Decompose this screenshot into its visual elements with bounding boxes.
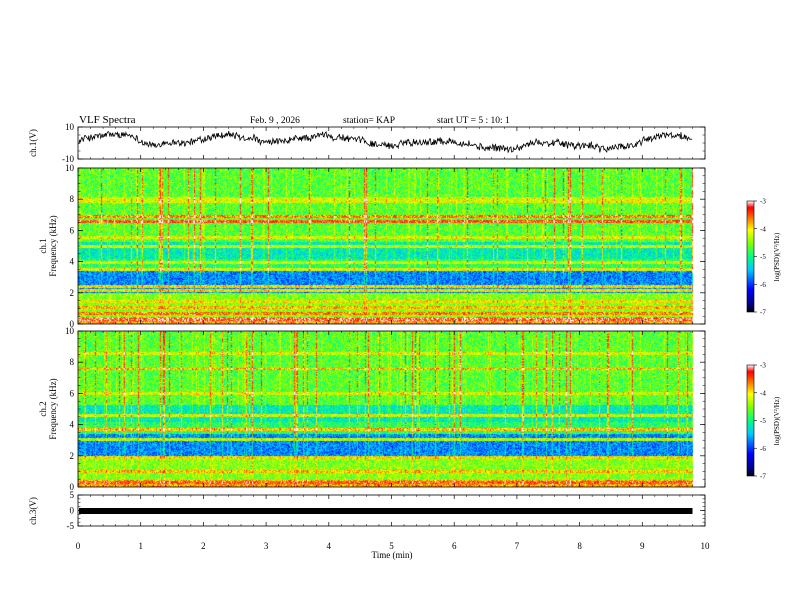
x-tick-label: 0 [76,541,81,551]
header-start-time: start UT = 5 : 10: 1 [437,116,510,126]
x-tick-label: 8 [577,541,582,551]
colorbar-tick-label: -3 [760,362,766,370]
colorbar-tick-label: -6 [760,445,766,453]
figure-title: VLF Spectra [79,114,136,126]
ch2-spectrogram-ylabel-frequency: Frequency (kHz) [48,378,58,439]
x-tick-label: 4 [327,541,332,551]
y-tick-label: 5 [70,490,75,500]
y-tick-label: 8 [70,194,75,204]
time-axis-label: Time (min) [372,550,413,560]
ch1-spectrogram-ylabel-channel: ch.1 [38,238,48,253]
colorbar-tick-label: -7 [760,309,766,317]
y-tick-label: 0 [70,482,75,492]
y-tick-label: 4 [70,420,75,430]
ch2-colorbar-bar [746,364,755,477]
ch3-waveform-ylabel: ch.3(V) [28,497,38,525]
ch1-spectrogram-heatmap [78,168,705,324]
x-tick-label: 5 [389,541,394,551]
y-tick-label: 4 [70,257,75,267]
ch2-spectrogram-ylabel-channel: ch.2 [38,401,48,416]
colorbar-tick-label: -7 [760,473,766,481]
header-date: Feb. 9 , 2026 [250,116,300,126]
x-tick-label: 6 [452,541,457,551]
ch2-spectrogram-panel: 0 2 4 6 8 10 ch.2 Frequency (kHz) [38,326,706,492]
y-tick-label: 0 [70,319,75,329]
ch3-waveform-band [79,508,693,514]
x-tick-label: 2 [201,541,206,551]
y-tick-label: 10 [65,326,75,336]
ch1-spectrogram-panel: 0 2 4 6 8 10 ch.1 Frequency (kHz) [38,163,706,329]
y-tick-label: -10 [62,154,74,164]
colorbar-tick-label: -5 [760,253,766,261]
time-axis-ticks: 0 1 2 3 4 5 6 7 8 9 10 [76,127,710,551]
ch1-colorbar-bar [746,200,755,313]
ch2-spectrogram-yticks: 0 2 4 6 8 10 [65,326,705,492]
y-tick-label: 0 [70,506,75,516]
ch2-colorbar: -3 -4 -5 -6 -7 log(PSD)(V²/Hz) [746,362,781,481]
y-tick-label: 2 [70,288,75,298]
y-tick-label: -5 [67,521,75,531]
colorbar-tick-label: -3 [760,198,766,206]
ch1-colorbar-ticks: -3 -4 -5 -6 -7 [754,198,766,317]
ch1-spectrogram-yticks: 0 2 4 6 8 10 [65,163,705,329]
x-tick-label: 7 [515,541,520,551]
x-tick-label: 1 [138,541,143,551]
header-station: station= KAP [343,116,395,126]
x-tick-label: 3 [264,541,269,551]
ch1-spectrogram-ylabel-frequency: Frequency (kHz) [48,215,58,276]
ch1-waveform-yticks: 10 -10 [62,122,705,164]
colorbar-tick-label: -5 [760,417,766,425]
y-tick-label: 6 [70,225,75,235]
ch3-waveform-yticks: 5 0 -5 [67,490,705,531]
y-tick-label: 10 [65,163,75,173]
ch2-colorbar-label: log(PSD)(V²/Hz) [773,396,781,445]
ch1-colorbar-label: log(PSD)(V²/Hz) [773,232,781,281]
ch1-waveform-ylabel: ch.1(V) [28,129,38,157]
colorbar-tick-label: -6 [760,281,766,289]
ch1-colorbar: -3 -4 -5 -6 -7 log(PSD)(V²/Hz) [746,198,781,317]
x-tick-label: 10 [701,541,711,551]
y-tick-label: 6 [70,388,75,398]
ch2-spectrogram-heatmap [78,331,705,487]
y-tick-label: 2 [70,451,75,461]
x-tick-label: 9 [640,541,645,551]
ch2-colorbar-ticks: -3 -4 -5 -6 -7 [754,362,766,481]
colorbar-tick-label: -4 [760,225,766,233]
colorbar-tick-label: -4 [760,389,766,397]
y-tick-label: 8 [70,357,75,367]
ch1-waveform-line [78,130,693,154]
y-tick-label: 10 [65,122,75,132]
